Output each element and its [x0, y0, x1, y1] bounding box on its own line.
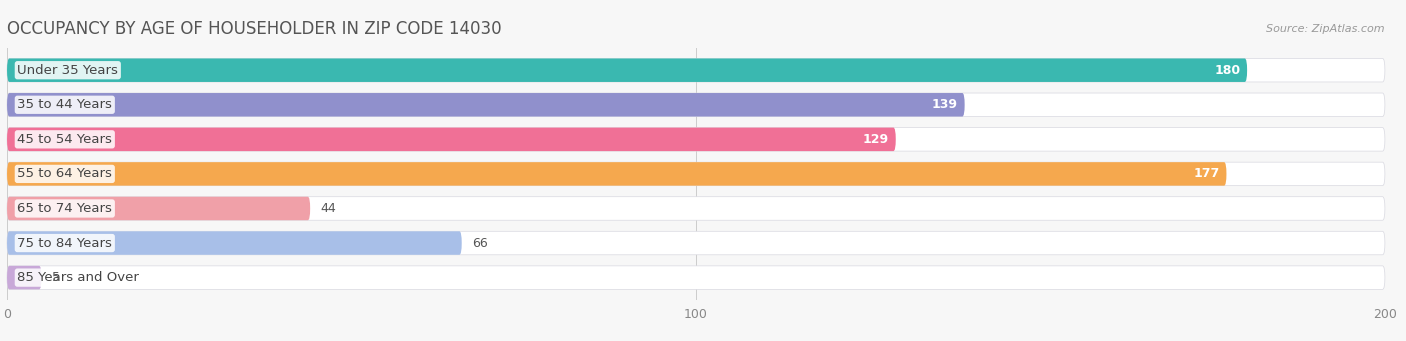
FancyBboxPatch shape [7, 58, 1247, 82]
Text: 66: 66 [472, 237, 488, 250]
Text: Under 35 Years: Under 35 Years [17, 64, 118, 77]
FancyBboxPatch shape [7, 128, 896, 151]
Text: 35 to 44 Years: 35 to 44 Years [17, 98, 112, 111]
FancyBboxPatch shape [7, 58, 1385, 82]
Text: 85 Years and Over: 85 Years and Over [17, 271, 139, 284]
FancyBboxPatch shape [7, 93, 965, 117]
Text: 139: 139 [932, 98, 957, 111]
Text: 45 to 54 Years: 45 to 54 Years [17, 133, 112, 146]
Text: 55 to 64 Years: 55 to 64 Years [17, 167, 112, 180]
FancyBboxPatch shape [7, 266, 42, 290]
Text: 65 to 74 Years: 65 to 74 Years [17, 202, 112, 215]
FancyBboxPatch shape [7, 231, 461, 255]
FancyBboxPatch shape [7, 162, 1385, 186]
Text: 177: 177 [1194, 167, 1219, 180]
FancyBboxPatch shape [7, 162, 1226, 186]
Text: 180: 180 [1215, 64, 1240, 77]
FancyBboxPatch shape [7, 231, 1385, 255]
FancyBboxPatch shape [7, 197, 1385, 220]
Text: Source: ZipAtlas.com: Source: ZipAtlas.com [1267, 24, 1385, 34]
Text: OCCUPANCY BY AGE OF HOUSEHOLDER IN ZIP CODE 14030: OCCUPANCY BY AGE OF HOUSEHOLDER IN ZIP C… [7, 20, 502, 38]
FancyBboxPatch shape [7, 93, 1385, 117]
Text: 129: 129 [863, 133, 889, 146]
Text: 44: 44 [321, 202, 336, 215]
FancyBboxPatch shape [7, 197, 311, 220]
FancyBboxPatch shape [7, 266, 1385, 290]
FancyBboxPatch shape [7, 128, 1385, 151]
Text: 5: 5 [52, 271, 60, 284]
Text: 75 to 84 Years: 75 to 84 Years [17, 237, 112, 250]
